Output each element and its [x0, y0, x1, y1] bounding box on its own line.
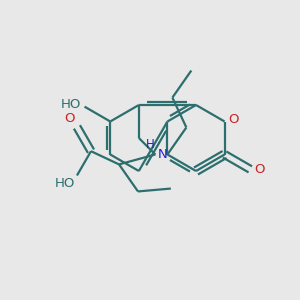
Text: HO: HO [55, 178, 75, 190]
Text: O: O [229, 113, 239, 126]
Text: O: O [254, 163, 265, 176]
Text: HO: HO [61, 98, 82, 111]
Text: N: N [157, 148, 167, 161]
Text: O: O [64, 112, 75, 125]
Text: H: H [146, 139, 154, 152]
